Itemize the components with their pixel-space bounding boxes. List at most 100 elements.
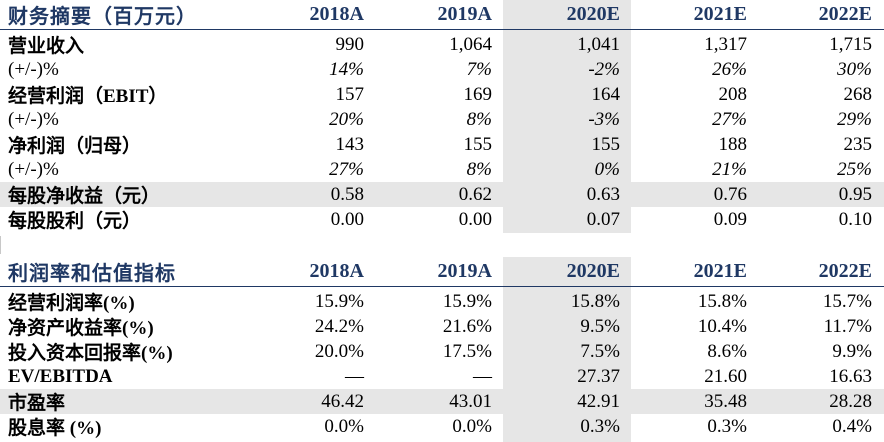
col-header-2019a: 2019A xyxy=(437,260,492,282)
table-cell: 43.01 xyxy=(449,390,492,412)
col-header-2022e: 2022E xyxy=(818,260,872,282)
table-row: EV/EBITDA — — 27.37 21.60 16.63 xyxy=(0,364,884,389)
table-cell: 1,317 xyxy=(704,33,747,55)
table-cell: 155 xyxy=(591,133,621,155)
table-cell: 14% xyxy=(329,58,364,80)
table-cell: 29% xyxy=(837,108,872,130)
table-cell: 20% xyxy=(329,108,364,130)
table-cell: — xyxy=(345,365,364,387)
table-title: 财务摘要（百万元） xyxy=(8,6,197,28)
col-header-2021e: 2021E xyxy=(693,3,747,25)
table-cell: 21.60 xyxy=(704,365,747,387)
table-cell: 26% xyxy=(712,58,747,80)
table-cell: 35.48 xyxy=(704,390,747,412)
table-cell: 9.5% xyxy=(580,315,620,337)
table-cell: 7.5% xyxy=(580,340,620,362)
table-cell: 0.00 xyxy=(458,208,492,230)
table-cell: 268 xyxy=(843,83,873,105)
table-cell: 235 xyxy=(843,133,873,155)
col-header-2022e: 2022E xyxy=(818,3,872,25)
table-cell: 7% xyxy=(466,58,492,80)
table-header-row: 财务摘要（百万元） 2018A 2019A 2020E 2021E 2022E xyxy=(0,0,884,30)
table-cell: 188 xyxy=(718,133,748,155)
row-label: 净资产收益率(%) xyxy=(8,318,154,339)
table-cell: 30% xyxy=(837,58,872,80)
row-label: 投入资本回报率(%) xyxy=(8,343,173,364)
table-cell: 169 xyxy=(463,83,493,105)
table-cell: 28.28 xyxy=(829,390,872,412)
row-label: 经营利润（EBIT） xyxy=(8,86,168,107)
table-cell: 0.4% xyxy=(832,415,872,437)
table-cell: 24.2% xyxy=(314,315,364,337)
table-cell: 27% xyxy=(712,108,747,130)
table-cell: 15.8% xyxy=(570,290,620,312)
table-cell: 0.0% xyxy=(324,415,364,437)
table-cell: 20.0% xyxy=(314,340,364,362)
table-cell: -3% xyxy=(588,108,620,130)
table-cell: 157 xyxy=(335,83,365,105)
table-row: 投入资本回报率(%) 20.0% 17.5% 7.5% 8.6% 9.9% xyxy=(0,339,884,365)
row-label: 净利润（归母） xyxy=(8,136,142,157)
table-cell: 17.5% xyxy=(442,340,492,362)
table-cell: 1,041 xyxy=(577,33,620,55)
row-label: 股息率 (%) xyxy=(8,418,102,439)
table-cell: 155 xyxy=(463,133,493,155)
col-header-2020e: 2020E xyxy=(566,260,620,282)
table-cell: 21% xyxy=(712,158,747,180)
table-cell: 27.37 xyxy=(577,365,620,387)
table-cell: -2% xyxy=(588,58,620,80)
table-cell: 0.63 xyxy=(586,183,620,205)
table-cell: 11.7% xyxy=(823,315,872,337)
table-cell: 164 xyxy=(591,83,621,105)
table-cell: 10.4% xyxy=(697,315,747,337)
table-row: (+/-)% 27% 8% 0% 21% 25% xyxy=(0,157,884,182)
table-cell: 0.3% xyxy=(707,415,747,437)
table-cell: 42.91 xyxy=(577,390,620,412)
table-cell: 990 xyxy=(335,33,365,55)
row-label: EV/EBITDA xyxy=(8,365,113,387)
table-cell: 143 xyxy=(335,133,365,155)
table-row: 每股净收益（元） 0.58 0.62 0.63 0.76 0.95 xyxy=(0,182,884,207)
table-row: 股息率 (%) 0.0% 0.0% 0.3% 0.3% 0.4% xyxy=(0,414,884,440)
col-header-2021e: 2021E xyxy=(693,260,747,282)
col-header-2019a: 2019A xyxy=(437,3,492,25)
row-label: (+/-)% xyxy=(8,158,59,180)
row-label: 经营利润率(%) xyxy=(8,293,135,314)
row-label: 营业收入 xyxy=(8,36,85,57)
table-cell: 0.10 xyxy=(838,208,872,230)
table-cell: 15.7% xyxy=(822,290,872,312)
table-cell: 8% xyxy=(466,108,492,130)
table-cell: 8.6% xyxy=(707,340,747,362)
table-row: (+/-)% 14% 7% -2% 26% 30% xyxy=(0,57,884,82)
table-cell: 1,715 xyxy=(829,33,872,55)
col-header-2018a: 2018A xyxy=(309,260,364,282)
table-cell: 0.76 xyxy=(713,183,747,205)
table-cell: 8% xyxy=(466,158,492,180)
section-separator xyxy=(0,233,884,257)
row-label: 每股净收益（元） xyxy=(8,186,161,207)
table-cell: 21.6% xyxy=(442,315,492,337)
table-cell: 0.07 xyxy=(586,208,620,230)
row-label: (+/-)% xyxy=(8,58,59,80)
table-row: 营业收入 990 1,064 1,041 1,317 1,715 xyxy=(0,32,884,58)
table-cell: 0.00 xyxy=(330,208,364,230)
table-header-row: 利润率和估值指标 2018A 2019A 2020E 2021E 2022E xyxy=(0,257,884,287)
row-label: (+/-)% xyxy=(8,108,59,130)
table-row: (+/-)% 20% 8% -3% 27% 29% xyxy=(0,107,884,132)
table-cell: 27% xyxy=(329,158,364,180)
row-label: 每股股利（元） xyxy=(8,211,142,232)
row-label: 市盈率 xyxy=(8,393,66,414)
table-row: 市盈率 46.42 43.01 42.91 35.48 28.28 xyxy=(0,389,884,414)
col-header-2018a: 2018A xyxy=(309,3,364,25)
table-cell: 0.95 xyxy=(838,183,872,205)
table-cell: 15.8% xyxy=(697,290,747,312)
table-row: 经营利润（EBIT） 157 169 164 208 268 xyxy=(0,82,884,108)
table-cell: 0.0% xyxy=(452,415,492,437)
table-cell: 0.3% xyxy=(580,415,620,437)
table-cell: 15.9% xyxy=(314,290,364,312)
table-cell: 208 xyxy=(718,83,748,105)
table-row: 净资产收益率(%) 24.2% 21.6% 9.5% 10.4% 11.7% xyxy=(0,314,884,340)
table-row: 净利润（归母） 143 155 155 188 235 xyxy=(0,132,884,158)
table-cell: 0.58 xyxy=(330,183,364,205)
table-cell: 46.42 xyxy=(321,390,364,412)
